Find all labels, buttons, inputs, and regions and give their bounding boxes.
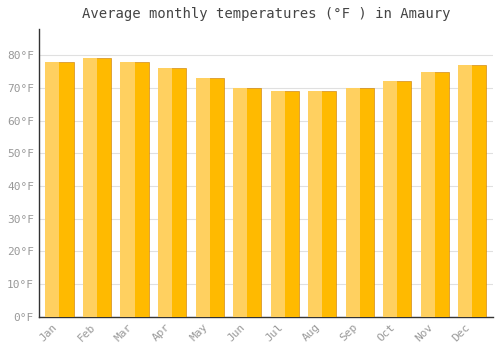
Bar: [458, 65, 486, 317]
Bar: [270, 91, 284, 317]
Bar: [233, 88, 261, 317]
Bar: [308, 91, 336, 317]
Bar: [158, 68, 186, 317]
Title: Average monthly temperatures (°F ) in Amaury: Average monthly temperatures (°F ) in Am…: [82, 7, 450, 21]
Bar: [83, 58, 111, 317]
Bar: [421, 71, 449, 317]
Bar: [346, 88, 360, 317]
Bar: [383, 81, 398, 317]
Bar: [83, 58, 97, 317]
Bar: [196, 78, 209, 317]
Bar: [46, 62, 74, 317]
Bar: [270, 91, 299, 317]
Bar: [421, 71, 435, 317]
Bar: [383, 81, 412, 317]
Bar: [46, 62, 60, 317]
Bar: [233, 88, 247, 317]
Bar: [346, 88, 374, 317]
Bar: [308, 91, 322, 317]
Bar: [196, 78, 224, 317]
Bar: [458, 65, 472, 317]
Bar: [120, 62, 148, 317]
Bar: [158, 68, 172, 317]
Bar: [120, 62, 134, 317]
